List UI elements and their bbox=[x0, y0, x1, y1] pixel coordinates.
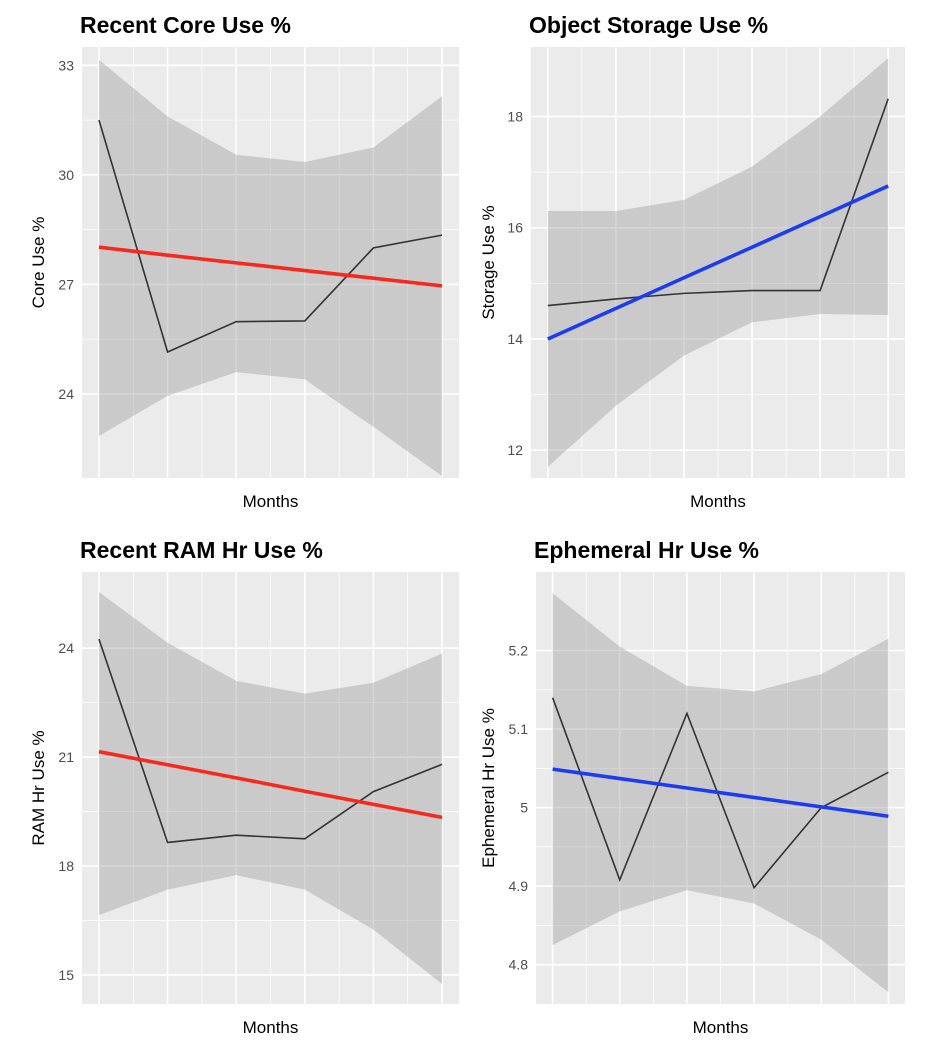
chart-storage-data-line bbox=[547, 98, 889, 307]
chart-storage-y-axis-label: Storage Use % bbox=[479, 205, 498, 319]
chart-core-y-tick-label: 27 bbox=[58, 276, 74, 292]
chart-core-svg: Recent Core Use % 24 27 30 33 Months Core Use … bbox=[29, 12, 459, 511]
chart-storage-y-tick-label: 18 bbox=[507, 109, 523, 125]
chart-core-y-tick-label: 30 bbox=[58, 167, 74, 183]
chart-core-data-line bbox=[98, 119, 443, 354]
chart-ram-y-tick-label: 18 bbox=[58, 858, 74, 874]
chart-ephemeral-y-tick-label: 5.2 bbox=[509, 643, 529, 659]
chart-ephemeral-data-line bbox=[551, 697, 889, 890]
chart-ram-title: Recent RAM Hr Use % bbox=[80, 537, 323, 563]
chart-core-title: Recent Core Use % bbox=[80, 12, 291, 38]
chart-ephemeral-y-tick-label: 4.8 bbox=[509, 957, 529, 973]
chart-storage-y-tick-label: 16 bbox=[507, 220, 523, 236]
chart-ephemeral-y-tick-label: 4.9 bbox=[509, 878, 529, 894]
chart-core: Recent Core Use % 24 27 30 33 Months Core Use … bbox=[0, 0, 475, 530]
chart-ephemeral-y-tick-label: 5 bbox=[520, 800, 528, 816]
chart-ram-y-tick-label: 24 bbox=[58, 640, 74, 656]
chart-ram-y-tick-label: 21 bbox=[58, 749, 74, 765]
chart-ephemeral: Ephemeral Hr Use % 4.8 4.9 5 5.1 5.2 Months Eph… bbox=[475, 530, 950, 1060]
chart-storage: Object Storage Use % 12 14 16 18 Months Storag… bbox=[475, 0, 950, 530]
chart-storage-y-tick-label: 12 bbox=[507, 442, 523, 458]
chart-ram-data-line bbox=[98, 638, 443, 844]
chart-core-x-axis-label: Months bbox=[243, 492, 299, 511]
chart-storage-svg: Object Storage Use % 12 14 16 18 Months Storag… bbox=[479, 12, 905, 511]
chart-ram: Recent RAM Hr Use % 15 18 21 24 Months RAM Hr … bbox=[0, 530, 475, 1060]
chart-core-y-tick-label: 33 bbox=[58, 57, 74, 73]
chart-ram-x-axis-label: Months bbox=[243, 1018, 299, 1037]
chart-ephemeral-title: Ephemeral Hr Use % bbox=[534, 537, 759, 563]
chart-ram-y-axis-label: RAM Hr Use % bbox=[29, 730, 48, 845]
chart-ephemeral-x-axis-label: Months bbox=[693, 1018, 749, 1037]
chart-ram-svg: Recent RAM Hr Use % 15 18 21 24 Months RAM Hr … bbox=[29, 537, 459, 1037]
chart-storage-y-tick-label: 14 bbox=[507, 331, 523, 347]
chart-core-y-axis-label: Core Use % bbox=[29, 217, 48, 309]
chart-ephemeral-y-tick-label: 5.1 bbox=[509, 721, 529, 737]
chart-storage-trend-line bbox=[547, 184, 889, 341]
chart-core-y-tick-label: 24 bbox=[58, 386, 74, 402]
chart-ephemeral-svg: Ephemeral Hr Use % 4.8 4.9 5 5.1 5.2 Months Eph… bbox=[479, 537, 905, 1037]
chart-ram-trend-line bbox=[98, 749, 443, 820]
chart-storage-x-axis-label: Months bbox=[690, 492, 746, 511]
chart-ephemeral-trend-line bbox=[552, 767, 889, 819]
chart-core-trend-line bbox=[98, 245, 443, 288]
chart-ram-y-tick-label: 15 bbox=[58, 967, 74, 983]
chart-ephemeral-y-axis-label: Ephemeral Hr Use % bbox=[479, 708, 498, 868]
chart-storage-title: Object Storage Use % bbox=[529, 12, 768, 38]
chart-ram-confidence-band bbox=[98, 591, 443, 985]
